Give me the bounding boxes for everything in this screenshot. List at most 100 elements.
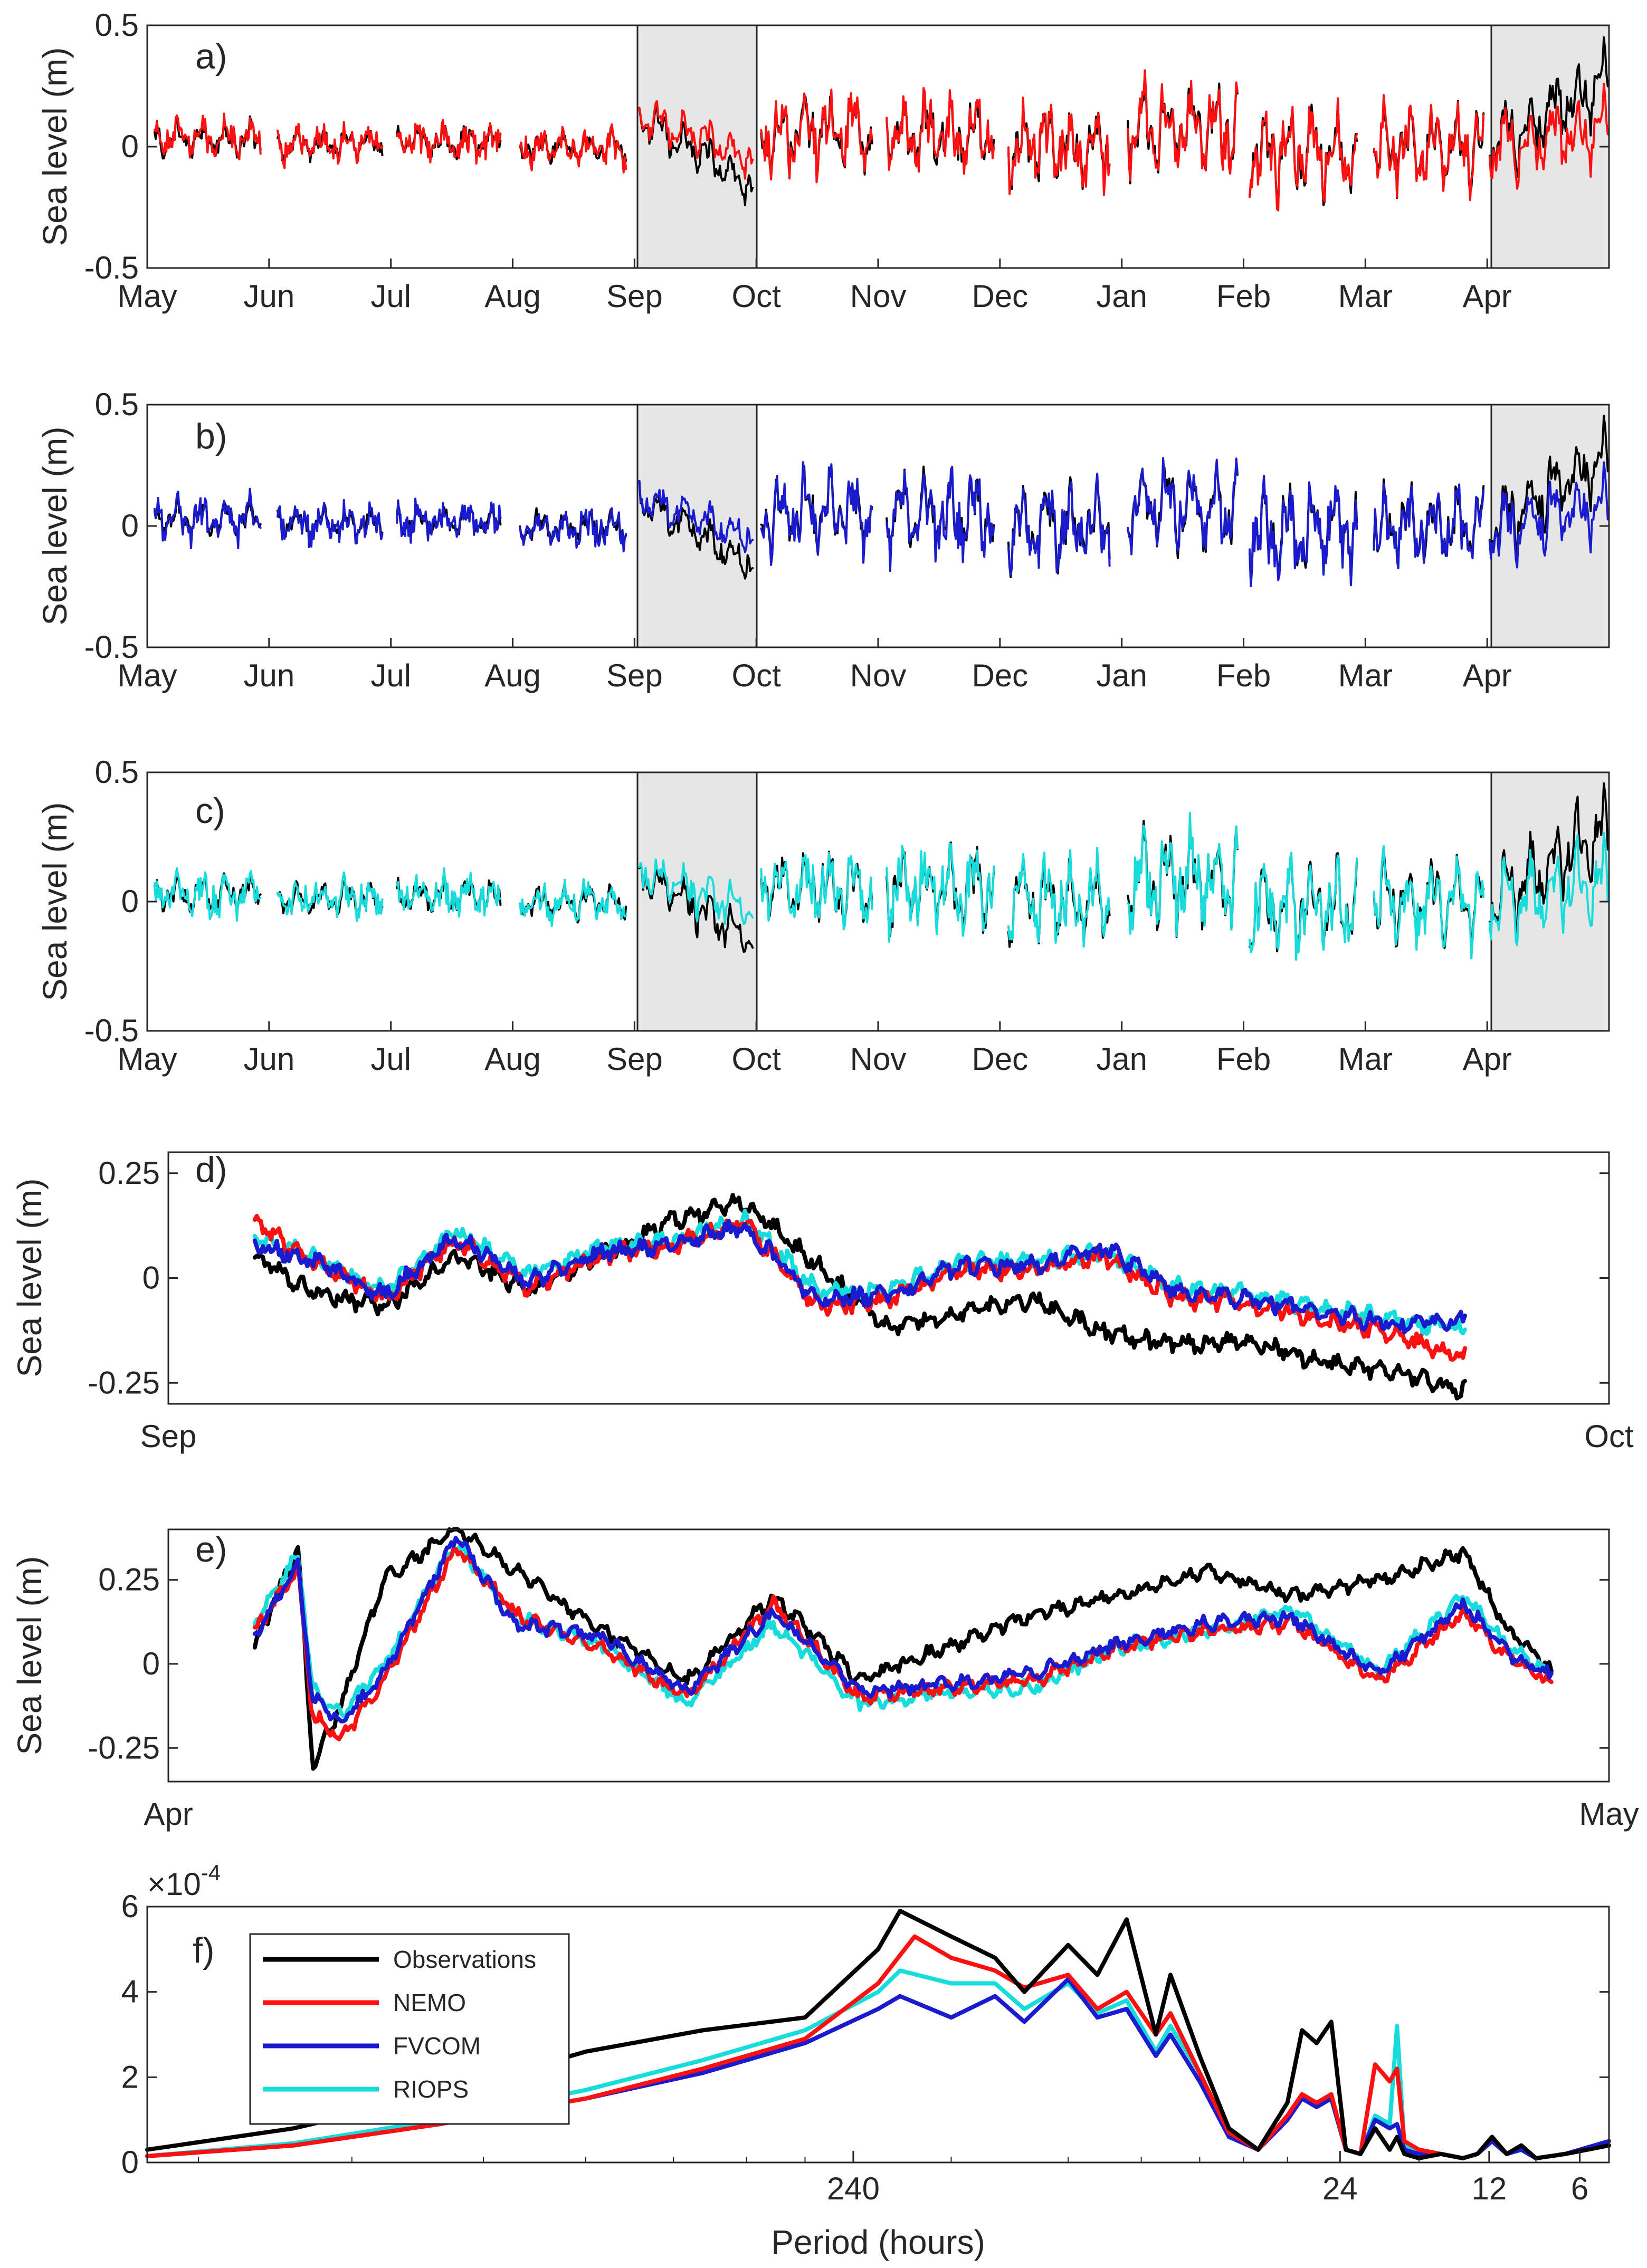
xtick-label-a-6: Nov — [850, 279, 907, 314]
xtick-label-c-7: Dec — [972, 1041, 1028, 1077]
exponent-power: -4 — [201, 1860, 221, 1885]
y-axis-label-a: Sea level (m) — [36, 47, 74, 246]
xtick-label-a-5: Oct — [731, 279, 781, 314]
xtick-label-d-1: Oct — [1584, 1419, 1634, 1454]
xtick-label-b-4: Sep — [606, 658, 663, 693]
xtick-label-c-11: Apr — [1462, 1041, 1511, 1077]
y-ticks-e: -0.25 0 0.25 — [88, 1562, 1609, 1765]
xtick-label-b-0: May — [117, 658, 177, 693]
xtick-label-f-3: 6 — [1571, 2171, 1588, 2206]
xtick-label-c-6: Nov — [850, 1041, 907, 1077]
xtick-label-a-2: Jul — [370, 279, 411, 314]
panel-e: e) Sea level (m) -0.25 0 0.25 Apr May — [11, 1527, 1639, 1832]
series-layer-e — [252, 1527, 1554, 1771]
panel-a: a) Sea level (m) -0.5 0 0.5 May Jun Jul Aug Se… — [36, 7, 1610, 314]
series-observations-c — [153, 782, 1609, 953]
series-observations-b — [153, 415, 1609, 586]
xtick-label-d-0: Sep — [140, 1419, 197, 1454]
series-layer-f — [145, 1909, 1611, 2160]
ytick-label-b-0: -0.5 — [84, 629, 139, 665]
panel-c: c) Sea level (m) -0.5 0 0.5 May Jun Jul Aug Se… — [36, 754, 1610, 1077]
series-layer-c — [153, 782, 1609, 961]
shade-apr-a — [1490, 24, 1610, 269]
panel-label-b: b) — [195, 416, 227, 456]
xtick-label-e-1: May — [1579, 1796, 1639, 1832]
panel-label-f: f) — [193, 1930, 215, 1970]
y-ticks-b: -0.5 0 0.5 — [84, 387, 1609, 665]
series-layer-d — [252, 1193, 1467, 1401]
xtick-label-c-5: Oct — [731, 1041, 781, 1077]
x-ticks-f: 240 24 12 6 — [197, 2151, 1588, 2206]
xtick-label-e-0: Apr — [144, 1796, 193, 1832]
axis-box-f — [146, 1906, 1610, 2164]
axis-box-d — [167, 1151, 1610, 1405]
xtick-label-a-7: Dec — [972, 279, 1028, 314]
ytick-label-e-1: 0 — [142, 1646, 160, 1681]
y-ticks-c: -0.5 0 0.5 — [84, 754, 1609, 1048]
exponent-base: ×10 — [147, 1867, 201, 1902]
y-axis-label-d: Sea level (m) — [11, 1179, 49, 1377]
legend: Observations NEMO FVCOM RIOPS — [249, 1933, 570, 2125]
xtick-label-b-1: Jun — [243, 658, 294, 693]
xtick-label-b-2: Jul — [370, 658, 411, 693]
y-ticks-a: -0.5 0 0.5 — [84, 7, 1609, 285]
xtick-label-a-3: Aug — [484, 279, 541, 314]
ytick-label-f-3: 6 — [121, 1889, 139, 1924]
xtick-label-b-10: Mar — [1338, 658, 1393, 693]
xtick-label-a-0: May — [117, 279, 177, 314]
series-fvcom-e — [252, 1536, 1554, 1724]
legend-label-riops: RIOPS — [393, 2075, 469, 2103]
x-axis-label-f: Period (hours) — [771, 2223, 985, 2261]
legend-label-observations: Observations — [393, 1946, 536, 1973]
ytick-label-f-2: 4 — [121, 1974, 139, 2009]
legend-label-fvcom: FVCOM — [393, 2032, 481, 2060]
ytick-label-e-2: 0.25 — [98, 1562, 160, 1597]
axis-box-e — [167, 1528, 1610, 1783]
axis-box-a — [146, 24, 1610, 269]
panel-label-e: e) — [195, 1529, 227, 1570]
shade-apr-c — [1490, 771, 1610, 1032]
xtick-label-a-4: Sep — [606, 279, 663, 314]
ytick-label-b-1: 0 — [121, 508, 139, 543]
ytick-label-d-0: -0.25 — [88, 1365, 160, 1400]
series-observations-d — [252, 1193, 1467, 1401]
ytick-label-e-0: -0.25 — [88, 1730, 160, 1765]
x-ticks-a: May Jun Jul Aug Sep Oct Nov Dec Jan Feb Mar Apr — [117, 259, 1512, 314]
xtick-label-c-3: Aug — [484, 1041, 541, 1077]
xtick-label-c-0: May — [117, 1041, 177, 1077]
y-ticks-d: -0.25 0 0.25 — [88, 1155, 1609, 1400]
xtick-label-f-1: 24 — [1322, 2171, 1358, 2206]
xtick-label-b-7: Dec — [972, 658, 1028, 693]
ytick-label-c-0: -0.5 — [84, 1013, 139, 1048]
ytick-label-d-2: 0.25 — [98, 1155, 160, 1191]
shade-sep-a — [636, 24, 758, 269]
x-ticks-c: May Jun Jul Aug Sep Oct Nov Dec Jan Feb Mar Apr — [117, 1021, 1512, 1077]
xtick-label-b-9: Feb — [1216, 658, 1271, 693]
panel-b: b) Sea level (m) -0.5 0 0.5 May Jun Jul Aug Se… — [36, 387, 1610, 693]
xtick-label-c-10: Mar — [1338, 1041, 1393, 1077]
series-nemo-a — [153, 69, 1609, 212]
series-riops-c — [153, 812, 1609, 961]
y-axis-label-c: Sea level (m) — [36, 802, 74, 1001]
xtick-label-f-0: 240 — [827, 2171, 880, 2206]
xtick-label-c-4: Sep — [606, 1041, 663, 1077]
panel-d: d) Sea level (m) -0.25 0 0.25 Sep Oct — [11, 1150, 1634, 1454]
xtick-label-a-9: Feb — [1216, 279, 1271, 314]
spectrum-nemo — [145, 1934, 1611, 2160]
ytick-label-b-2: 0.5 — [95, 387, 139, 422]
series-layer-b — [153, 415, 1609, 587]
series-fvcom-d — [252, 1219, 1467, 1334]
ytick-label-f-0: 0 — [121, 2145, 139, 2180]
xtick-label-a-1: Jun — [243, 279, 294, 314]
series-nemo-e — [252, 1547, 1554, 1741]
ytick-label-d-1: 0 — [142, 1260, 160, 1296]
series-fvcom-b — [153, 457, 1609, 587]
exponent-label: ×10-4 — [147, 1860, 221, 1902]
xtick-label-a-8: Jan — [1096, 279, 1147, 314]
panel-label-a: a) — [195, 36, 227, 76]
ytick-label-c-1: 0 — [121, 884, 139, 919]
xtick-label-b-6: Nov — [850, 658, 907, 693]
ytick-label-a-0: -0.5 — [84, 250, 139, 285]
xtick-label-b-3: Aug — [484, 658, 541, 693]
xtick-label-c-2: Jul — [370, 1041, 411, 1077]
